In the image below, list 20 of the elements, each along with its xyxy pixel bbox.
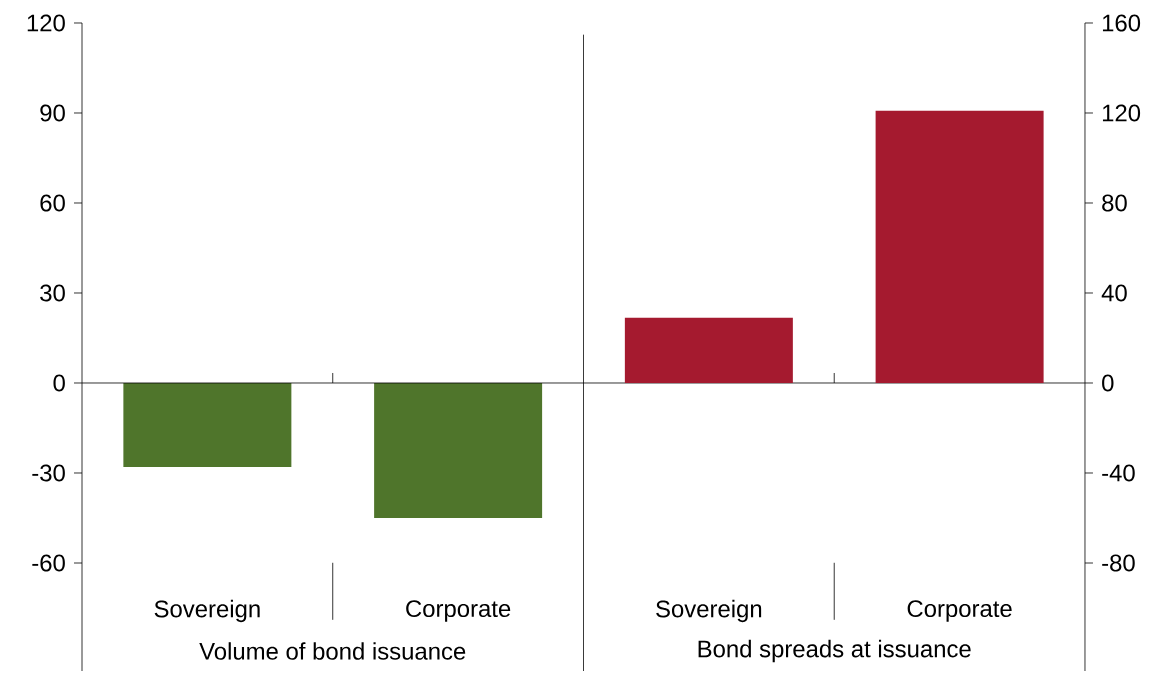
y-tick-label: 60 — [40, 194, 65, 212]
annotation: Bond spreads at issuance — [698, 639, 971, 663]
y-tick-label: 0 — [53, 374, 65, 392]
y2-tick-label: 0 — [1102, 374, 1114, 392]
x-tick-label: Corporate — [907, 600, 1012, 622]
y2-tick-label: -80 — [1102, 554, 1135, 572]
y-tick-label: 90 — [40, 104, 65, 122]
y-tick-label: -60 — [32, 554, 65, 572]
y2-tick-label: 80 — [1102, 194, 1127, 212]
annotation: Volume of bond issuance — [199, 642, 466, 660]
y2-tick-label: -40 — [1102, 464, 1135, 482]
y2-tick-label: 160 — [1102, 14, 1141, 32]
x-tick-label: Sovereign — [656, 599, 762, 623]
y-tick-label: 120 — [27, 14, 65, 32]
x-tick-label: Sovereign — [154, 599, 260, 623]
y-tick-label: -30 — [32, 464, 65, 482]
y2-tick-label: 40 — [1101, 284, 1127, 302]
y-tick-label: 30 — [40, 284, 65, 302]
x-tick-label: Corporate — [406, 600, 511, 622]
y2-tick-label: 120 — [1102, 104, 1141, 122]
